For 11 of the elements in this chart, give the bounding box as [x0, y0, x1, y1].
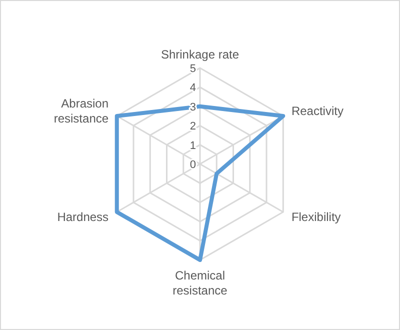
spoke-label: Reactivity [291, 104, 344, 118]
spoke-label: Chemical resistance [172, 268, 228, 298]
y-tick-label: 1 [190, 140, 196, 152]
spoke-label: Flexibility [291, 210, 341, 224]
spoke-label: Abrasion resistance [54, 96, 109, 126]
spoke-label: Shrinkage rate [160, 47, 240, 62]
spoke-label: Hardness [57, 210, 109, 224]
y-tick-label: 2 [190, 120, 196, 133]
y-tick-label: 4 [190, 82, 196, 94]
y-tick-label: 0 [190, 159, 196, 171]
y-tick-label: 5 [190, 63, 196, 75]
